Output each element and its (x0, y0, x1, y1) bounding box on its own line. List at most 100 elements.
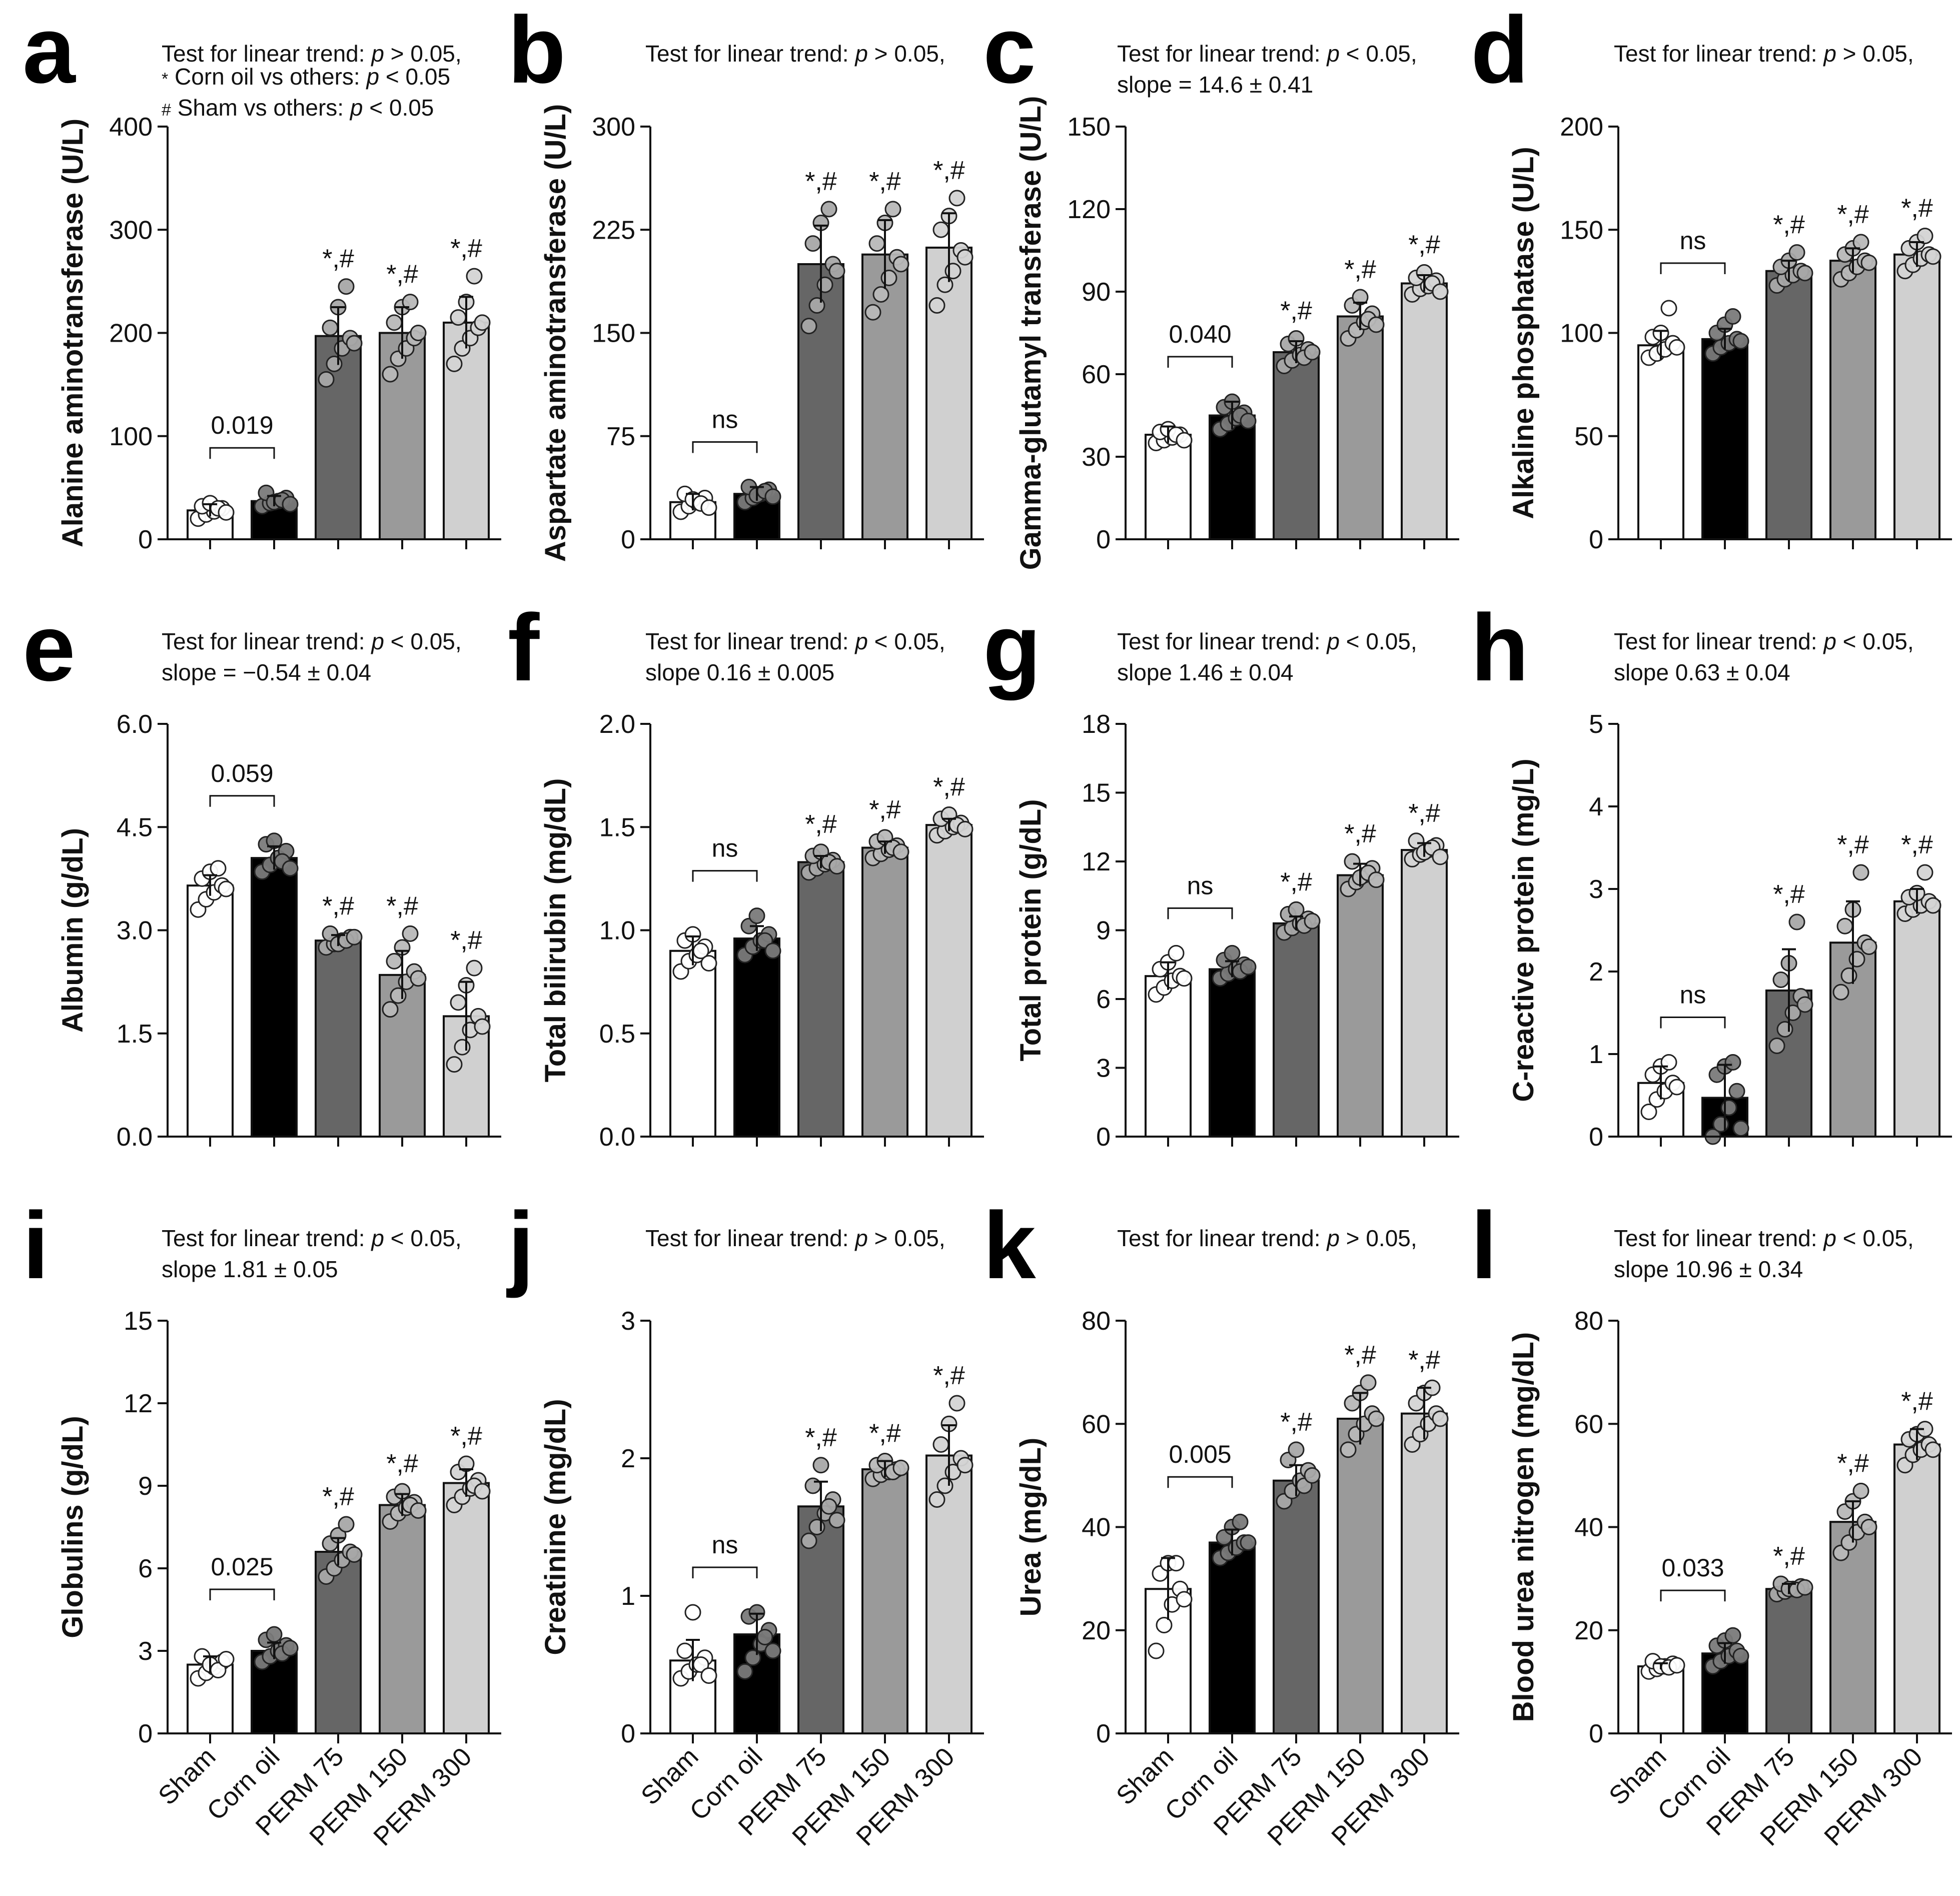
panel-note: slope = 14.6 ± 0.41 (1117, 72, 1313, 98)
data-point (1432, 848, 1449, 865)
significance-marker: *,# (1408, 799, 1440, 828)
y-tick-label: 0 (138, 525, 153, 554)
panel-note: Test for linear trend: p < 0.05, (1117, 628, 1417, 654)
y-tick-label: 150 (1067, 113, 1111, 142)
significance-marker: *,# (1837, 830, 1869, 859)
data-point (948, 1395, 965, 1412)
y-tick-label: 0 (1096, 525, 1111, 554)
y-tick-label: 3 (138, 1637, 153, 1666)
data-point (736, 1663, 753, 1680)
data-point (1240, 1534, 1257, 1551)
chart-panel-j: j Test for linear trend: p > 0.05, 0 1 2 3 Cre… (506, 1193, 984, 1851)
y-axis-label: Albumin (g/dL) (57, 828, 89, 1033)
y-axis-label: Creatinine (mg/dL) (539, 1399, 572, 1655)
comparison-label: 0.019 (211, 411, 273, 439)
data-point (684, 1604, 701, 1621)
data-point (764, 942, 781, 960)
y-tick-label: 60 (1574, 1410, 1603, 1439)
data-point (1772, 972, 1789, 988)
panel-note: # Sham vs others: p < 0.05 (162, 95, 434, 121)
data-point (1916, 864, 1933, 881)
significance-marker: *,# (1344, 819, 1376, 848)
bar-corn-oil (733, 937, 780, 1138)
panel-letter: e (23, 595, 76, 701)
bar-perm-150 (1337, 1417, 1384, 1734)
significance-marker: *,# (1773, 211, 1805, 240)
data-point (1712, 1116, 1729, 1133)
bar-sham (669, 950, 716, 1138)
data-point (700, 499, 717, 516)
data-point (218, 1651, 235, 1667)
y-tick-label: 0 (1589, 525, 1603, 554)
chart-panel-l: l Test for linear trend: p < 0.05, slope 1… (1471, 1193, 1952, 1851)
bar-sham (187, 884, 234, 1138)
y-tick-label: 30 (1082, 443, 1111, 472)
panel-note: Test for linear trend: p < 0.05, (1614, 628, 1914, 654)
y-tick-label: 40 (1574, 1513, 1603, 1542)
significance-marker: *,# (1901, 194, 1933, 223)
data-point (410, 970, 427, 987)
data-point (282, 1640, 299, 1656)
y-tick-label: 150 (592, 319, 635, 348)
panel-note: slope 1.81 ± 0.05 (162, 1256, 338, 1282)
data-point (928, 1491, 945, 1508)
bar-corn-oil (1701, 338, 1748, 540)
data-point (1668, 1079, 1685, 1096)
data-point (756, 1629, 773, 1645)
data-point (1288, 1441, 1305, 1458)
panel-letter: j (506, 1193, 534, 1299)
data-point (466, 960, 483, 977)
data-point (1304, 1467, 1321, 1484)
data-point (868, 235, 885, 252)
significance-marker: *,# (1901, 1387, 1933, 1416)
comparison-bracket (692, 1566, 758, 1578)
data-point (956, 249, 973, 266)
significance-marker: *,# (450, 1422, 482, 1451)
significance-marker: *,# (1773, 880, 1805, 909)
data-point (1668, 1657, 1685, 1674)
y-tick-label: 80 (1574, 1307, 1603, 1336)
bar-perm-300 (1893, 1443, 1940, 1734)
y-tick-label: 15 (1082, 779, 1111, 808)
bar-perm-75 (315, 939, 362, 1138)
data-point (466, 268, 483, 285)
data-point (346, 335, 363, 352)
data-point (948, 190, 965, 207)
y-tick-label: 9 (1096, 916, 1111, 945)
data-point (346, 928, 363, 945)
bar-perm-300 (1401, 1412, 1448, 1734)
bar-perm-75 (1273, 922, 1320, 1138)
data-point (266, 1626, 283, 1643)
bar-sham (1145, 434, 1192, 540)
data-point (1852, 1482, 1869, 1499)
data-point (1156, 1616, 1173, 1633)
y-tick-label: 12 (1082, 847, 1111, 876)
significance-marker: *,# (933, 773, 965, 802)
comparison-bracket (209, 795, 275, 807)
data-point (800, 1532, 817, 1549)
y-axis-label: Globulins (g/dL) (57, 1416, 89, 1638)
data-point (892, 256, 909, 273)
panel-letter: a (23, 0, 76, 103)
y-axis-label: Aspartate aminotransferase (U/L) (539, 104, 572, 562)
data-point (1796, 1579, 1813, 1596)
y-tick-label: 0 (621, 1719, 635, 1748)
data-point (1240, 959, 1257, 976)
panel-note: Test for linear trend: p < 0.05, (1117, 41, 1417, 67)
significance-marker: *,# (805, 810, 837, 839)
chart-panel-h: h Test for linear trend: p < 0.05, slope 0… (1471, 595, 1952, 1152)
significance-marker: *,# (386, 260, 418, 289)
y-tick-label: 100 (109, 422, 153, 451)
panel-note: Test for linear trend: p < 0.05, (162, 628, 462, 654)
panel-note: Test for linear trend: p > 0.05, (1117, 1225, 1417, 1251)
significance-marker: *,# (1901, 830, 1933, 859)
data-point (338, 1516, 355, 1533)
data-point (1788, 244, 1805, 261)
bar-perm-150 (1337, 874, 1384, 1138)
y-tick-label: 4.5 (117, 813, 153, 842)
data-point (1724, 308, 1741, 325)
bar-perm-75 (1765, 1588, 1812, 1734)
panel-note: slope 10.96 ± 0.34 (1614, 1256, 1803, 1282)
data-point (1368, 316, 1385, 333)
panel-note: Test for linear trend: p < 0.05, (645, 628, 945, 654)
